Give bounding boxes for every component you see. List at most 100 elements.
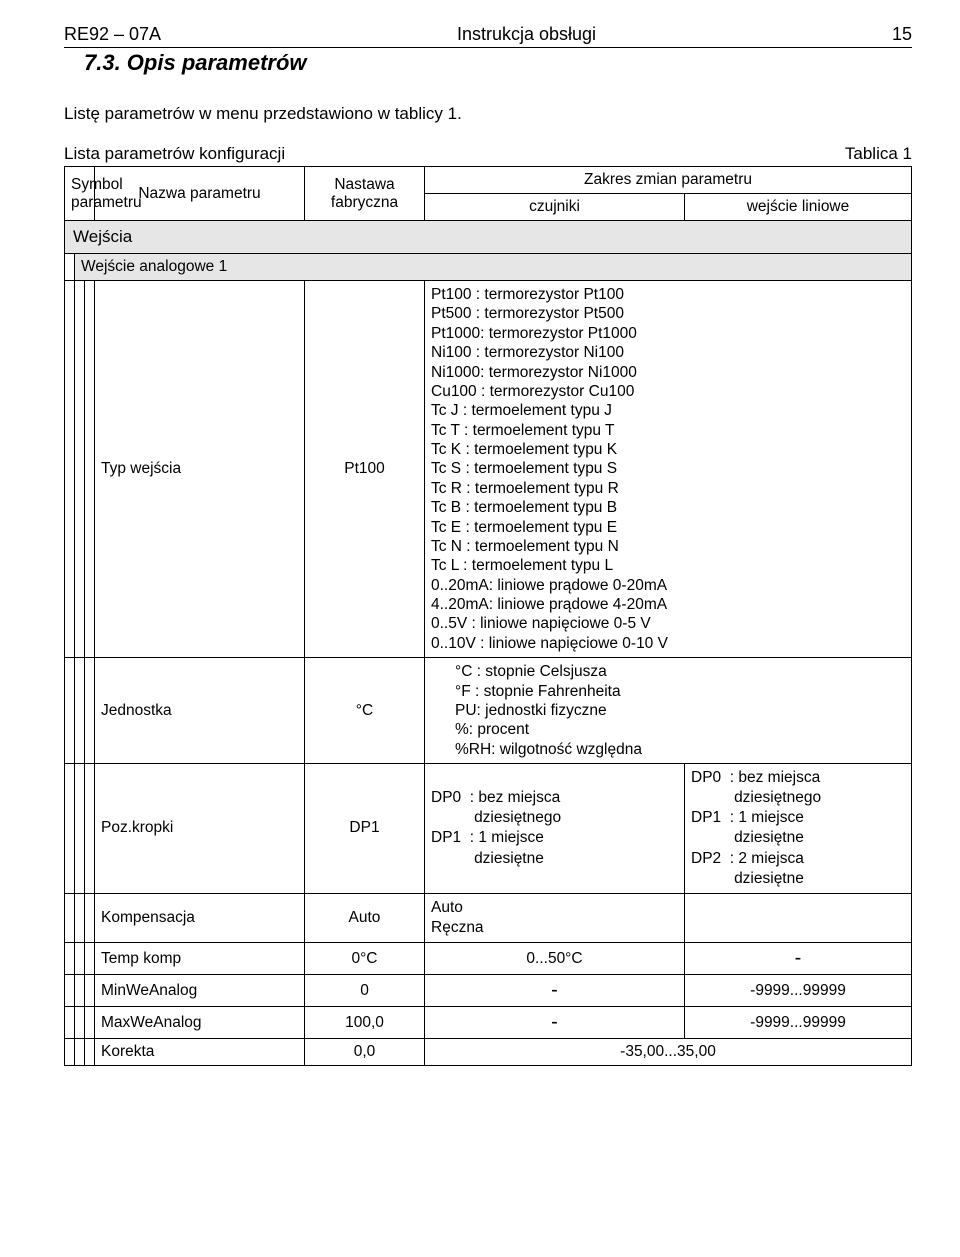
option-line: Ni100 : termorezystor Ni100 xyxy=(431,343,905,362)
option-line: Cu100 : termorezystor Cu100 xyxy=(431,382,905,401)
row-minweanalog: MinWeAnalog 0 - -9999...99999 xyxy=(65,975,912,1007)
param-name: Kompensacja xyxy=(95,893,305,942)
option-line: °F : stopnie Fahrenheita xyxy=(455,682,905,701)
indent-cell xyxy=(85,1039,95,1066)
col-factory: Nastawa fabryczna xyxy=(305,167,425,221)
option-line: Ni1000: termorezystor Ni1000 xyxy=(431,363,905,382)
indent-cell xyxy=(65,764,75,894)
section-row-inputs: Wejścia xyxy=(65,221,912,254)
indent-cell xyxy=(85,281,95,658)
section-heading: 7.3. Opis parametrów xyxy=(84,50,912,76)
param-factory: Auto xyxy=(305,893,425,942)
param-range-linear xyxy=(685,893,912,942)
indent-cell xyxy=(85,893,95,942)
option-line: PU: jednostki fizyczne xyxy=(455,701,905,720)
indent-cell xyxy=(65,1007,75,1039)
indent-cell xyxy=(75,975,85,1007)
indent-cell xyxy=(65,943,75,975)
col-range-linear: wejście liniowe xyxy=(685,194,912,221)
param-range-sensors: 0...50°C xyxy=(425,943,685,975)
indent-cell xyxy=(65,975,75,1007)
option-line: Tc N : termoelement typu N xyxy=(431,537,905,556)
option-line: 4..20mA: liniowe prądowe 4-20mA xyxy=(431,595,905,614)
indent-cell xyxy=(65,893,75,942)
indent-cell xyxy=(85,975,95,1007)
option-line: Tc R : termoelement typu R xyxy=(431,479,905,498)
param-name: Temp komp xyxy=(95,943,305,975)
indent-cell xyxy=(75,764,85,894)
param-range-sensors: Auto Ręczna xyxy=(425,893,685,942)
indent-cell xyxy=(85,658,95,764)
indent-cell xyxy=(75,1039,85,1066)
table-caption-left: Lista parametrów konfiguracji xyxy=(64,144,285,164)
option-line: 0..10V : liniowe napięciowe 0-10 V xyxy=(431,634,905,653)
section-inputs-label: Wejścia xyxy=(65,221,912,254)
option-line: Tc T : termoelement typu T xyxy=(431,421,905,440)
param-range-linear: DP0 : bez miejsca dziesiętnego DP1 : 1 m… xyxy=(685,764,912,894)
param-range: °C : stopnie Celsjusza°F : stopnie Fahre… xyxy=(425,658,912,764)
param-name: Korekta xyxy=(95,1039,305,1066)
table-caption-right: Tablica 1 xyxy=(845,144,912,164)
option-line: Pt1000: termorezystor Pt1000 xyxy=(431,324,905,343)
indent-cell xyxy=(85,943,95,975)
row-kompensacja: Kompensacja Auto Auto Ręczna xyxy=(65,893,912,942)
param-factory: Pt100 xyxy=(305,281,425,658)
param-range-linear: - xyxy=(685,943,912,975)
param-name: Jednostka xyxy=(95,658,305,764)
option-line: °C : stopnie Celsjusza xyxy=(455,662,905,681)
param-factory: 0°C xyxy=(305,943,425,975)
param-range-sensors: - xyxy=(425,975,685,1007)
param-factory: 0,0 xyxy=(305,1039,425,1066)
param-range-sensors: - xyxy=(425,1007,685,1039)
col-symbol: Symbol parametru xyxy=(65,167,95,221)
indent-cell xyxy=(65,281,75,658)
param-range: Pt100 : termorezystor Pt100Pt500 : termo… xyxy=(425,281,912,658)
option-line: Tc B : termoelement typu B xyxy=(431,498,905,517)
param-factory: 0 xyxy=(305,975,425,1007)
option-line: Tc J : termoelement typu J xyxy=(431,401,905,420)
option-line: %: procent xyxy=(455,720,905,739)
header-right: 15 xyxy=(892,24,912,45)
option-line: Pt100 : termorezystor Pt100 xyxy=(431,285,905,304)
param-name: Poz.kropki xyxy=(95,764,305,894)
row-typ-wejscia: Typ wejścia Pt100 Pt100 : termorezystor … xyxy=(65,281,912,658)
indent-cell xyxy=(65,1039,75,1066)
option-line: 0..5V : liniowe napięciowe 0-5 V xyxy=(431,614,905,633)
table-header-row: Symbol parametru Nazwa parametru Nastawa… xyxy=(65,167,912,194)
table-caption: Lista parametrów konfiguracji Tablica 1 xyxy=(64,144,912,164)
option-line: %RH: wilgotność względna xyxy=(455,740,905,759)
option-line: Pt500 : termorezystor Pt500 xyxy=(431,304,905,323)
param-factory: 100,0 xyxy=(305,1007,425,1039)
intro-text: Listę parametrów w menu przedstawiono w … xyxy=(64,104,912,124)
indent-cell xyxy=(85,1007,95,1039)
param-name: MinWeAnalog xyxy=(95,975,305,1007)
indent-cell xyxy=(65,254,75,281)
row-poz-kropki: Poz.kropki DP1 DP0 : bez miejsca dziesię… xyxy=(65,764,912,894)
header-left: RE92 – 07A xyxy=(64,24,161,45)
option-line: 0..20mA: liniowe prądowe 0-20mA xyxy=(431,576,905,595)
row-jednostka: Jednostka °C °C : stopnie Celsjusza°F : … xyxy=(65,658,912,764)
param-name: MaxWeAnalog xyxy=(95,1007,305,1039)
param-factory: DP1 xyxy=(305,764,425,894)
page-header: RE92 – 07A Instrukcja obsługi 15 xyxy=(64,24,912,48)
indent-cell xyxy=(65,658,75,764)
param-range-sensors: DP0 : bez miejsca dziesiętnego DP1 : 1 m… xyxy=(425,764,685,894)
header-center: Instrukcja obsługi xyxy=(457,24,596,45)
option-line: Tc E : termoelement typu E xyxy=(431,518,905,537)
param-range-linear: -9999...99999 xyxy=(685,975,912,1007)
indent-cell xyxy=(75,281,85,658)
param-name: Typ wejścia xyxy=(95,281,305,658)
row-korekta: Korekta 0,0 -35,00...35,00 xyxy=(65,1039,912,1066)
indent-cell xyxy=(75,893,85,942)
col-range-sensors: czujniki xyxy=(425,194,685,221)
col-range: Zakres zmian parametru xyxy=(425,167,912,194)
option-line: Tc L : termoelement typu L xyxy=(431,556,905,575)
section-analog1-label: Wejście analogowe 1 xyxy=(75,254,912,281)
indent-cell xyxy=(85,764,95,894)
indent-cell xyxy=(75,1007,85,1039)
section-row-analog1: Wejście analogowe 1 xyxy=(65,254,912,281)
row-temp-komp: Temp komp 0°C 0...50°C - xyxy=(65,943,912,975)
option-line: Tc S : termoelement typu S xyxy=(431,459,905,478)
indent-cell xyxy=(75,658,85,764)
indent-cell xyxy=(75,943,85,975)
